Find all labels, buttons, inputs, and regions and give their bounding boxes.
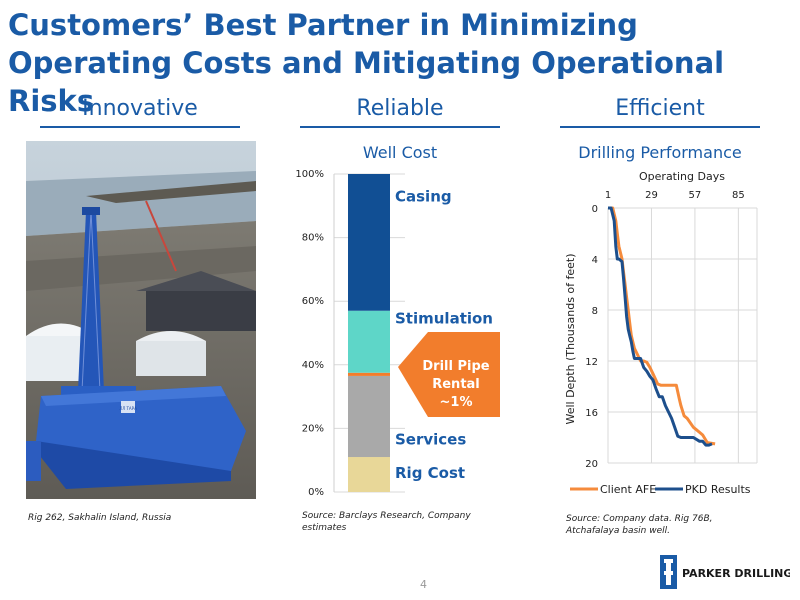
- callout-line-1: Drill Pipe: [422, 359, 489, 374]
- callout-line-2: Rental: [432, 377, 480, 392]
- column-rule-reliable: [300, 126, 500, 128]
- drilling-source: Source: Company data. Rig 76B, Atchafala…: [566, 514, 713, 536]
- logo-text: PARKER DRILLING: [682, 567, 790, 580]
- legend-label: PKD Results: [685, 483, 751, 496]
- y-tick-label: 12: [585, 357, 598, 368]
- x-axis-label: Operating Days: [639, 170, 725, 183]
- rig-photo: ЛЛ ТАРА: [26, 141, 256, 499]
- series-line-pkd-results: [608, 206, 713, 447]
- y-tick-label: 80%: [302, 233, 324, 244]
- legend-label: Client AFE: [600, 483, 656, 496]
- well-cost-source: Source: Barclays Research, Company estim…: [302, 511, 471, 533]
- y-tick-label: 20%: [302, 423, 324, 434]
- x-tick-label: 57: [689, 190, 702, 201]
- series-line-client-afe: [608, 206, 716, 446]
- parker-drilling-logo: PARKER DRILLING: [660, 555, 792, 589]
- photo-caption: Rig 262, Sakhalin Island, Russia: [28, 513, 172, 523]
- y-tick-label: 40%: [302, 360, 324, 371]
- bar-segment-drill-pipe-rental: [348, 372, 390, 376]
- segment-label-stimulation: Stimulation: [395, 310, 493, 328]
- x-tick-label: 1: [605, 190, 611, 201]
- column-heading-efficient: Efficient: [615, 96, 705, 121]
- well-cost-title: Well Cost: [362, 143, 438, 162]
- callout-line-3: ~1%: [440, 395, 473, 410]
- segment-label-rig-cost: Rig Cost: [395, 464, 465, 482]
- drill-pipe-callout-arrow: [398, 332, 500, 417]
- bar-segment-services: [348, 375, 390, 458]
- y-tick-label: 60%: [302, 296, 324, 307]
- y-tick-label: 0%: [308, 487, 324, 498]
- page-title: Customers’ Best Partner in Minimizing Op…: [8, 8, 725, 118]
- bar-segment-casing: [348, 174, 390, 311]
- segment-label-casing: Casing: [395, 187, 452, 205]
- y-tick-label: 4: [592, 255, 598, 266]
- column-heading-innovative: Innovative: [82, 96, 198, 121]
- segment-label-services: Services: [395, 431, 466, 449]
- y-tick-label: 0: [592, 204, 598, 215]
- column-heading-reliable: Reliable: [356, 96, 444, 121]
- column-rule-innovative: [40, 126, 240, 128]
- column-rule-efficient: [560, 126, 760, 128]
- well-cost-chart: 0% 20% 40% 60% 80% 100% Casing Stimulation Serv…: [295, 169, 500, 498]
- rig-sign-text: ЛЛ ТАРА: [119, 406, 137, 411]
- logo-mark: PARKER DRILLING: [660, 555, 792, 589]
- bar-segment-rig-cost: [348, 457, 390, 492]
- y-tick-label: 8: [592, 306, 598, 317]
- page-number: 4: [420, 578, 427, 591]
- bar-segment-stimulation: [348, 310, 390, 373]
- x-tick-label: 29: [645, 190, 658, 201]
- x-tick-label: 85: [732, 190, 745, 201]
- y-axis-label: Well Depth (Thousands of feet): [564, 253, 577, 424]
- drilling-performance-title: Drilling Performance: [578, 143, 742, 162]
- drilling-performance-chart: Operating Days Well Depth (Thousands of …: [564, 170, 758, 496]
- y-tick-label: 16: [585, 408, 598, 419]
- y-tick-label: 100%: [295, 169, 324, 180]
- y-tick-label: 20: [585, 459, 598, 470]
- rig-illustration: ЛЛ ТАРА: [26, 141, 256, 499]
